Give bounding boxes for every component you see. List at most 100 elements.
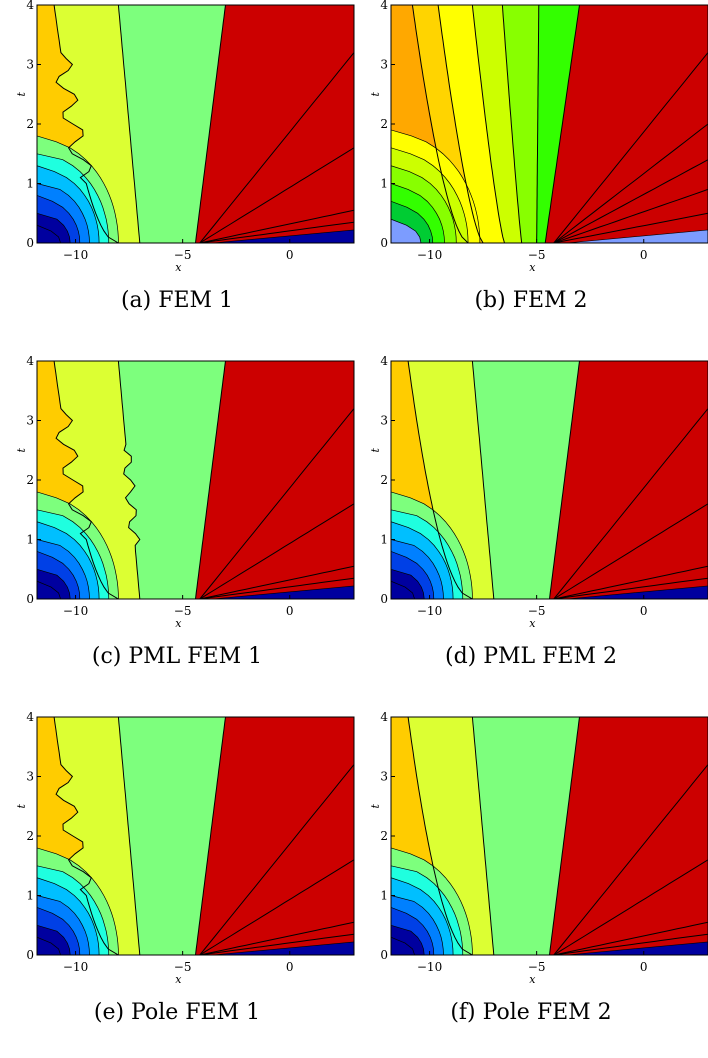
contour-plot-f: −10 −5 0 0 1 2 3 4 x t bbox=[369, 710, 708, 986]
x-tick-label: −5 bbox=[174, 960, 192, 974]
contour-line bbox=[553, 408, 708, 599]
contour-band bbox=[212, 229, 354, 243]
contour-line bbox=[53, 5, 119, 243]
caption-b: (b) FEM 2 bbox=[474, 288, 588, 313]
contour-plot-c: −10 −5 0 0 1 2 3 4 x t bbox=[15, 354, 355, 630]
contour-line bbox=[553, 764, 708, 955]
x-tick-label: −10 bbox=[417, 248, 442, 262]
contour-band bbox=[391, 112, 422, 243]
contour-fills-c bbox=[37, 361, 354, 599]
y-tick-label: 0 bbox=[26, 236, 34, 250]
y-tick-label: 0 bbox=[380, 236, 388, 250]
contour-line bbox=[53, 361, 119, 599]
contour-line bbox=[199, 52, 354, 243]
contour-line bbox=[553, 565, 708, 599]
contour-line bbox=[553, 52, 708, 243]
y-tick-label: 4 bbox=[380, 354, 388, 368]
contour-line bbox=[549, 361, 580, 599]
panel-a: −10 −5 0 0 1 2 3 4 x t (a) FEM 1 bbox=[0, 0, 355, 346]
contour-band bbox=[391, 112, 434, 243]
caption-d: (d) PML FEM 2 bbox=[444, 644, 617, 669]
panel-d: −10 −5 0 0 1 2 3 4 x t (d) PML FEM 2 bbox=[354, 354, 708, 702]
contour-line bbox=[553, 503, 708, 599]
y-tick-label: 4 bbox=[380, 0, 388, 12]
contour-fills-d bbox=[391, 361, 708, 599]
contour-line bbox=[195, 5, 226, 243]
contour-line bbox=[199, 147, 354, 243]
panel-e: −10 −5 0 0 1 2 3 4 x t (e) Pole FEM 1 bbox=[0, 710, 355, 1058]
y-tick-label: 3 bbox=[26, 770, 34, 784]
contour-line bbox=[553, 921, 708, 955]
x-tick-label: 0 bbox=[286, 604, 294, 618]
contour-line bbox=[195, 717, 226, 955]
contour-fills-a bbox=[37, 5, 354, 243]
x-tick-label: −10 bbox=[417, 604, 442, 618]
y-axis-label: t bbox=[15, 447, 28, 452]
x-tick-label: −10 bbox=[63, 604, 88, 618]
contour-band bbox=[37, 841, 81, 955]
contour-band bbox=[212, 585, 354, 599]
y-tick-label: 3 bbox=[26, 414, 34, 428]
x-axis-label: x bbox=[175, 617, 182, 630]
contour-plot-d: −10 −5 0 0 1 2 3 4 x t bbox=[369, 354, 708, 630]
y-tick-label: 0 bbox=[26, 948, 34, 962]
contour-band bbox=[37, 485, 61, 599]
contour-line bbox=[471, 5, 505, 243]
contour-line bbox=[195, 361, 226, 599]
y-axis-label: t bbox=[369, 447, 382, 452]
contour-band bbox=[212, 941, 354, 955]
x-tick-label: −10 bbox=[63, 960, 88, 974]
contour-line bbox=[117, 717, 141, 955]
y-tick-label: 2 bbox=[26, 117, 34, 131]
y-tick-label: 2 bbox=[26, 473, 34, 487]
y-tick-label: 3 bbox=[380, 770, 388, 784]
contour-line bbox=[553, 577, 708, 599]
contour-line bbox=[53, 717, 119, 955]
contour-plot-e: −10 −5 0 0 1 2 3 4 x t bbox=[15, 710, 355, 986]
contour-line bbox=[553, 212, 708, 243]
contour-line bbox=[117, 5, 141, 243]
y-tick-label: 3 bbox=[26, 58, 34, 72]
y-tick-label: 2 bbox=[380, 117, 388, 131]
contour-line bbox=[411, 5, 469, 243]
contour-line bbox=[471, 361, 495, 599]
y-tick-label: 1 bbox=[26, 889, 34, 903]
contour-fills-b bbox=[391, 5, 708, 243]
contour-line bbox=[549, 717, 580, 955]
y-tick-label: 0 bbox=[26, 592, 34, 606]
contour-line bbox=[199, 565, 354, 599]
caption-c: (c) PML FEM 1 bbox=[91, 644, 263, 669]
x-tick-label: 0 bbox=[640, 248, 648, 262]
contour-band bbox=[391, 485, 435, 599]
contour-band bbox=[37, 485, 81, 599]
x-tick-label: 0 bbox=[640, 604, 648, 618]
x-tick-label: −5 bbox=[528, 960, 546, 974]
x-tick-label: −10 bbox=[417, 960, 442, 974]
caption-f: (f) Pole FEM 2 bbox=[450, 1000, 612, 1025]
contour-line bbox=[471, 717, 495, 955]
x-tick-label: −5 bbox=[174, 604, 192, 618]
contour-line bbox=[199, 921, 354, 955]
contour-line bbox=[544, 5, 580, 243]
contour-line bbox=[553, 859, 708, 955]
y-tick-label: 1 bbox=[380, 889, 388, 903]
contour-line bbox=[407, 361, 473, 599]
x-tick-label: 0 bbox=[640, 960, 648, 974]
contour-line bbox=[536, 5, 540, 243]
contour-line bbox=[199, 859, 354, 955]
x-axis-label: x bbox=[175, 973, 182, 986]
y-tick-label: 3 bbox=[380, 414, 388, 428]
contour-band bbox=[566, 941, 708, 955]
panel-f: −10 −5 0 0 1 2 3 4 x t (f) Pole FEM 2 bbox=[354, 710, 708, 1058]
contour-line bbox=[553, 123, 708, 243]
y-tick-label: 2 bbox=[380, 473, 388, 487]
y-tick-label: 4 bbox=[26, 710, 34, 724]
y-axis-label: t bbox=[15, 803, 28, 808]
contour-plot-b: −10 −5 0 0 1 2 3 4 x t bbox=[369, 0, 708, 274]
contour-line bbox=[501, 5, 523, 243]
y-tick-label: 1 bbox=[380, 533, 388, 547]
y-axis-label: t bbox=[369, 91, 382, 96]
y-axis-label: t bbox=[15, 91, 28, 96]
y-tick-label: 4 bbox=[380, 710, 388, 724]
panel-c: −10 −5 0 0 1 2 3 4 x t (c) PML FEM 1 bbox=[0, 354, 355, 702]
